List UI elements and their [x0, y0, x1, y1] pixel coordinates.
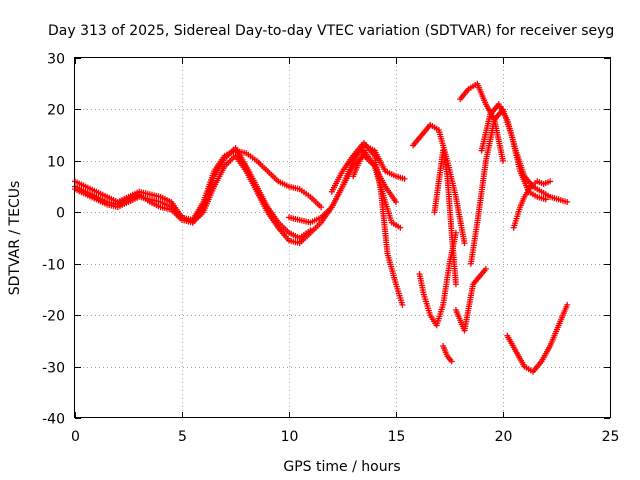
x-tick-label: 10: [281, 429, 299, 445]
data-point: [564, 301, 571, 308]
x-tick-label: 5: [178, 429, 187, 445]
plot-frame: [74, 57, 611, 418]
series-track-1: [72, 147, 325, 223]
series-track-9: [431, 147, 459, 288]
y-axis-label: SDTVAR / TECUs: [7, 181, 23, 296]
x-tick-label: 0: [71, 429, 80, 445]
x-axis-label: GPS time / hours: [283, 459, 400, 475]
y-tick-label: 10: [47, 155, 65, 171]
x-tick-label: 20: [495, 429, 513, 445]
data-point: [393, 199, 399, 205]
data-point: [547, 178, 554, 185]
series-track-6: [350, 147, 404, 231]
data-point: [500, 157, 506, 164]
y-tick-label: -10: [42, 258, 65, 274]
grid: [75, 58, 610, 418]
axis-ticks: -40 -30 -20 -10 0 10 20 30 0 5 10 15 20 25: [42, 52, 619, 446]
series-track-14: [478, 101, 571, 205]
data-point: [564, 199, 571, 205]
y-tick-label: 0: [56, 206, 65, 222]
data-point: [542, 196, 549, 203]
y-tick-label: 30: [47, 52, 65, 68]
series-track-11: [452, 265, 489, 334]
series-track-16: [510, 178, 554, 231]
data-point: [461, 240, 468, 247]
data-point: [397, 224, 404, 231]
y-tick-label: -20: [42, 309, 65, 325]
data-point: [399, 301, 406, 308]
data-point: [401, 175, 408, 182]
data-point: [482, 265, 489, 272]
data-point: [318, 204, 325, 211]
data-point: [452, 281, 459, 288]
y-tick-label: -30: [42, 361, 65, 377]
series-track-15: [504, 301, 571, 375]
series-track-10: [440, 343, 455, 365]
data-point: [448, 358, 455, 365]
chart-title: Day 313 of 2025, Sidereal Day-to-day VTE…: [48, 23, 614, 39]
series-track-4: [286, 142, 408, 226]
y-tick-label: -40: [42, 412, 65, 428]
x-tick-label: 25: [602, 429, 620, 445]
data-points: [72, 80, 571, 375]
x-tick-label: 15: [388, 429, 406, 445]
y-tick-label: 20: [47, 103, 65, 119]
